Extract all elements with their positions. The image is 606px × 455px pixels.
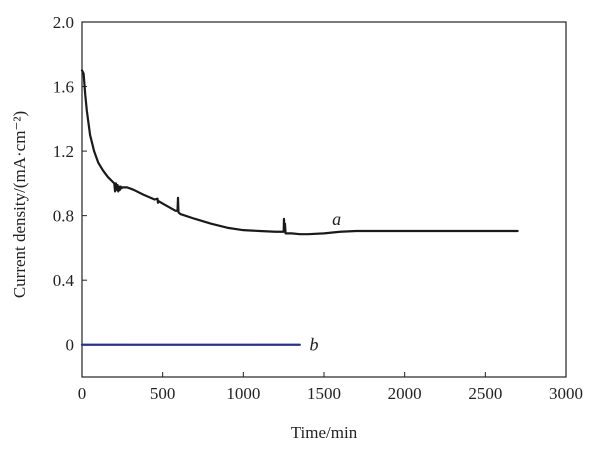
x-tick-label: 0 (78, 384, 87, 403)
y-tick-label: 0.8 (53, 207, 74, 226)
y-tick-label: 0 (66, 336, 75, 355)
series-label-a: a (332, 209, 341, 229)
x-tick-label: 1000 (226, 384, 260, 403)
series-layer: ab (80, 69, 519, 355)
series-line-a (80, 69, 519, 236)
x-tick-label: 2000 (388, 384, 422, 403)
y-axis-title: Current density/(mA·cm⁻²) (10, 111, 29, 298)
y-tick-label: 1.6 (53, 78, 74, 97)
x-axis-title: Time/min (291, 423, 358, 442)
x-tick-label: 2500 (468, 384, 502, 403)
y-tick-label: 2.0 (53, 13, 74, 32)
x-axis: 0 500 1000 1500 2000 2500 3000 (78, 372, 583, 403)
y-tick-label: 0.4 (53, 271, 75, 290)
x-tick-label: 3000 (549, 384, 583, 403)
y-axis: 0 0.4 0.8 1.2 1.6 2.0 (53, 13, 87, 355)
x-tick-label: 500 (150, 384, 176, 403)
y-tick-label: 1.2 (53, 142, 74, 161)
series-label-b: b (309, 335, 318, 355)
x-tick-label: 1500 (307, 384, 341, 403)
